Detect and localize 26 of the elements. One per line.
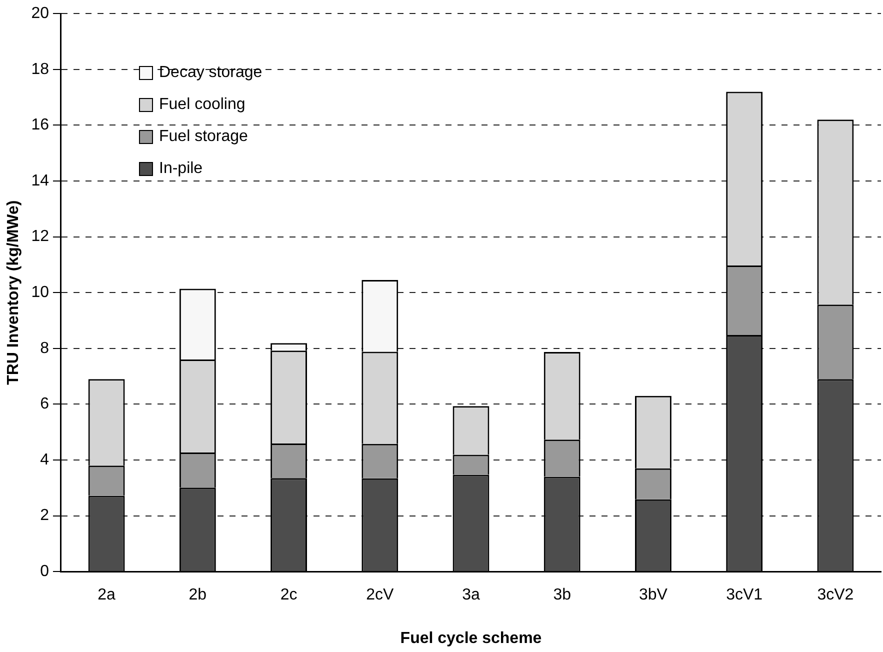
x-tick-label: 3cV2 bbox=[817, 586, 854, 604]
y-tick-label: 6 bbox=[40, 396, 50, 413]
y-tick-label: 8 bbox=[40, 340, 50, 357]
x-tick-label: 2cV bbox=[366, 586, 394, 604]
y-tick-label: 2 bbox=[40, 507, 50, 524]
x-tick-label: 2b bbox=[188, 586, 207, 604]
x-tick-label: 3bV bbox=[638, 586, 668, 604]
y-axis-title: TRU Inventory (kg/MWe) bbox=[5, 200, 22, 385]
x-tick-label: 3b bbox=[553, 586, 572, 604]
y-tick-label: 20 bbox=[31, 5, 50, 22]
legend-label: Fuel cooling bbox=[159, 96, 246, 114]
x-tick-label: 3cV1 bbox=[726, 586, 763, 604]
legend-label: In-pile bbox=[159, 160, 203, 178]
y-tick-label: 18 bbox=[31, 60, 50, 78]
y-tick-label: 14 bbox=[31, 172, 50, 190]
legend-label: Decay storage bbox=[159, 64, 262, 82]
y-tick-label: 12 bbox=[31, 228, 50, 246]
x-axis-title: Fuel cycle scheme bbox=[400, 630, 542, 647]
y-tick-label: 0 bbox=[40, 563, 50, 580]
x-tick-label: 2c bbox=[280, 586, 298, 604]
x-tick-label: 2a bbox=[98, 586, 116, 604]
y-tick-label: 16 bbox=[31, 116, 50, 134]
x-tick-label: 3a bbox=[462, 586, 480, 604]
y-tick-label: 4 bbox=[40, 451, 50, 468]
y-tick-label: 10 bbox=[31, 284, 50, 302]
legend-label: Fuel storage bbox=[159, 128, 248, 146]
